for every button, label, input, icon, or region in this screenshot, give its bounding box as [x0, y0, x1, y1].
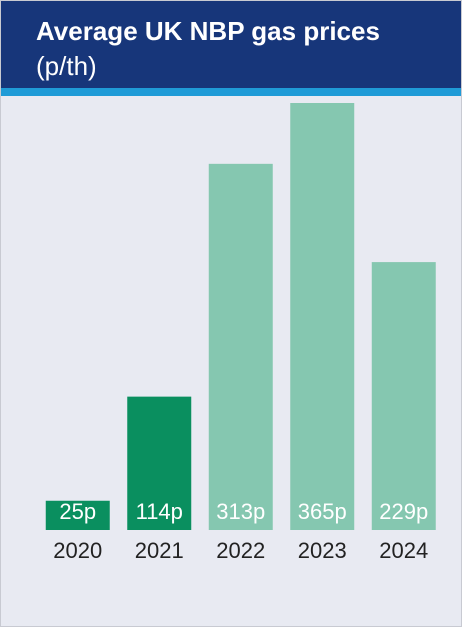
value-label: 114p [136, 499, 183, 524]
bar [371, 262, 436, 530]
x-tick-label: 2020 [53, 538, 102, 563]
bar [45, 500, 110, 530]
header [1, 1, 461, 88]
value-label: 313p [216, 499, 265, 524]
bar [127, 396, 192, 530]
x-tick-label: 2023 [298, 538, 347, 563]
x-tick-label: 2021 [135, 538, 184, 563]
value-label: 229p [379, 499, 428, 524]
bar [290, 103, 355, 530]
value-label: 365p [298, 499, 347, 524]
bar [208, 163, 273, 530]
chart-title: Average UK NBP gas prices [36, 16, 380, 46]
x-tick-label: 2024 [379, 538, 428, 563]
header-stripe [1, 88, 461, 96]
value-label: 25p [59, 499, 96, 524]
chart-subtitle: (p/th) [36, 51, 97, 81]
x-tick-label: 2022 [216, 538, 265, 563]
